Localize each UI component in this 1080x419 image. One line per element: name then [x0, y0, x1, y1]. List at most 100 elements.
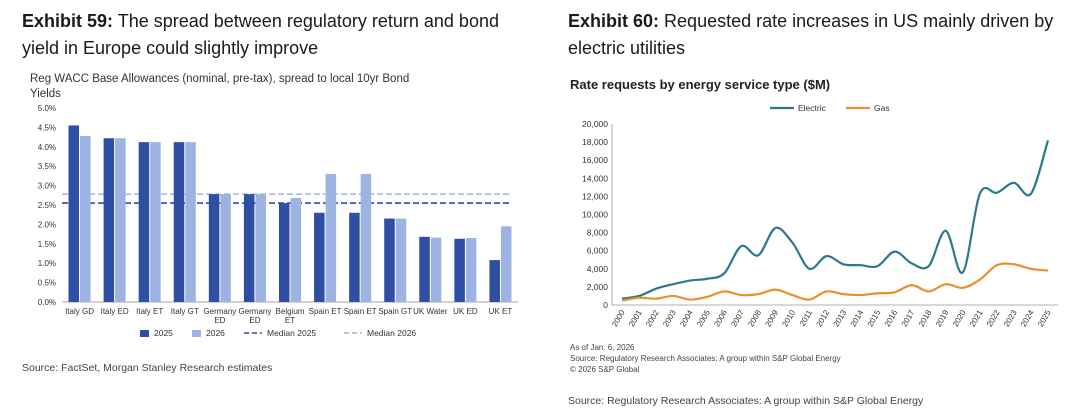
bar [220, 194, 231, 302]
bar [360, 173, 372, 302]
note-line: As of Jan. 6, 2026 [570, 343, 635, 352]
exhibit-60-source: Source: Regulatory Research Associates: … [568, 395, 924, 407]
x-tick-label: 2017 [900, 308, 917, 328]
y-tick-label: 3.5% [38, 162, 56, 171]
y-tick-label: 8,000 [587, 228, 609, 238]
bar [454, 238, 465, 302]
bar [419, 236, 430, 302]
x-tick-label: 2021 [968, 308, 985, 328]
line-chart-60: 0 2,000 4,000 6,000 8,000 10,000 12,000 14,000 1… [582, 103, 1058, 328]
x-tick-label: 2005 [695, 308, 712, 328]
bar [384, 218, 395, 302]
y-tick-label: 6,000 [587, 246, 609, 256]
x-tick-label: Spain GT [378, 307, 412, 316]
note-line: © 2026 S&P Global [570, 365, 640, 374]
exhibit-59-label: Exhibit 59: [22, 11, 114, 31]
exhibit-60-title: Exhibit 60: Requested rate increases in … [568, 8, 1078, 62]
bar [500, 226, 512, 302]
bar [185, 142, 196, 302]
bar [103, 138, 115, 302]
bar [465, 237, 477, 302]
legend-label: Median 2026 [367, 328, 416, 338]
bar [138, 142, 150, 302]
x-tick-label: Italy ED [101, 307, 129, 316]
x-tick-label: Germany ED [203, 307, 236, 325]
x-tick-label: 2007 [729, 308, 746, 328]
bar [150, 142, 161, 302]
x-tick-label: 2000 [610, 308, 627, 328]
bar [173, 142, 185, 302]
x-tick-label: Spain ET [344, 307, 377, 316]
bar [290, 198, 302, 302]
legend-label: Median 2025 [267, 328, 316, 338]
x-tick-label: 2022 [985, 308, 1002, 328]
y-tick-label: 4.5% [38, 123, 56, 132]
x-tick-label: Germany ED [238, 307, 271, 325]
bar [489, 260, 500, 302]
x-tick-label: 2010 [780, 308, 797, 328]
chart-60-title: Rate requests by energy service type ($M… [570, 77, 831, 92]
y-tick-label: 0.0% [38, 298, 56, 307]
x-tick-label: 2023 [1002, 308, 1019, 328]
exhibit-60: Exhibit 60: Requested rate increases in … [548, 0, 1080, 419]
y-tick-label: 2,000 [587, 282, 609, 292]
exhibit-60-label: Exhibit 60: [568, 11, 660, 31]
legend-label: 2026 [206, 328, 225, 338]
bar [255, 194, 266, 302]
y-tick-label: 0.5% [38, 279, 56, 288]
y-tick-label: 5.0% [38, 104, 56, 113]
y-tick-label: 10,000 [582, 210, 608, 220]
y-tick-label: 2.0% [38, 220, 56, 229]
bar [278, 203, 290, 302]
x-tick-label: UK Water [413, 307, 448, 316]
y-tick-label: 14,000 [582, 173, 608, 183]
bar [80, 135, 91, 302]
x-tick-label: Spain ET [309, 307, 342, 316]
x-tick-label: 2004 [678, 308, 695, 328]
exhibit-59: Exhibit 59: The spread between regulator… [22, 11, 518, 374]
y-tick-label: 12,000 [582, 191, 608, 201]
legend-label: Gas [874, 103, 890, 113]
x-tick-label: 2001 [627, 308, 644, 328]
chart-60-notes: As of Jan. 6, 2026 Source: Regulatory Re… [570, 342, 841, 375]
series-line [621, 262, 1049, 302]
x-tick-label: 2013 [832, 308, 849, 328]
x-tick-label: 2003 [661, 308, 678, 328]
bar [325, 173, 337, 302]
legend-swatch [192, 330, 201, 337]
x-tick-label: 2002 [644, 308, 661, 328]
exhibit-59-heading: The spread between regulatory return and… [22, 11, 499, 58]
x-tick-label: 2006 [712, 308, 729, 328]
chart-59-title: Reg WACC Base Allowances (nominal, pre-t… [30, 73, 410, 100]
y-tick-label: 2.5% [38, 201, 56, 210]
y-tick-label: 3.0% [38, 182, 56, 191]
exhibit-60-heading: Requested rate increases in US mainly dr… [568, 11, 1054, 58]
x-tick-label: 2019 [934, 308, 951, 328]
x-tick-label: 2011 [798, 308, 815, 328]
bar [395, 218, 407, 302]
bar [115, 138, 126, 302]
x-tick-label: 2014 [849, 308, 866, 328]
legend-label: 2025 [154, 328, 173, 338]
y-tick-label: 4,000 [587, 264, 609, 274]
series-line [621, 139, 1050, 300]
exhibit-59-source: Source: FactSet, Morgan Stanley Research… [22, 362, 273, 374]
x-tick-label: UK ED [453, 307, 478, 316]
x-tick-label: Italy GD [65, 307, 94, 316]
x-tick-label: 2009 [763, 308, 780, 328]
x-tick-label: 2024 [1019, 308, 1036, 328]
legend-swatch [140, 330, 149, 337]
y-tick-label: 4.0% [38, 143, 56, 152]
x-tick-label: 2018 [917, 308, 934, 328]
x-tick-label: UK ET [489, 307, 513, 316]
y-tick-label: 1.5% [38, 240, 56, 249]
x-tick-label: 2008 [746, 308, 763, 328]
bar [68, 125, 80, 303]
bar [243, 194, 255, 302]
y-tick-label: 0 [603, 300, 608, 310]
y-tick-label: 20,000 [582, 119, 608, 129]
x-tick-label: 2015 [866, 308, 883, 328]
y-tick-label: 1.0% [38, 259, 56, 268]
x-tick-label: Belgium ET [276, 307, 305, 325]
legend-label: Electric [798, 103, 827, 113]
